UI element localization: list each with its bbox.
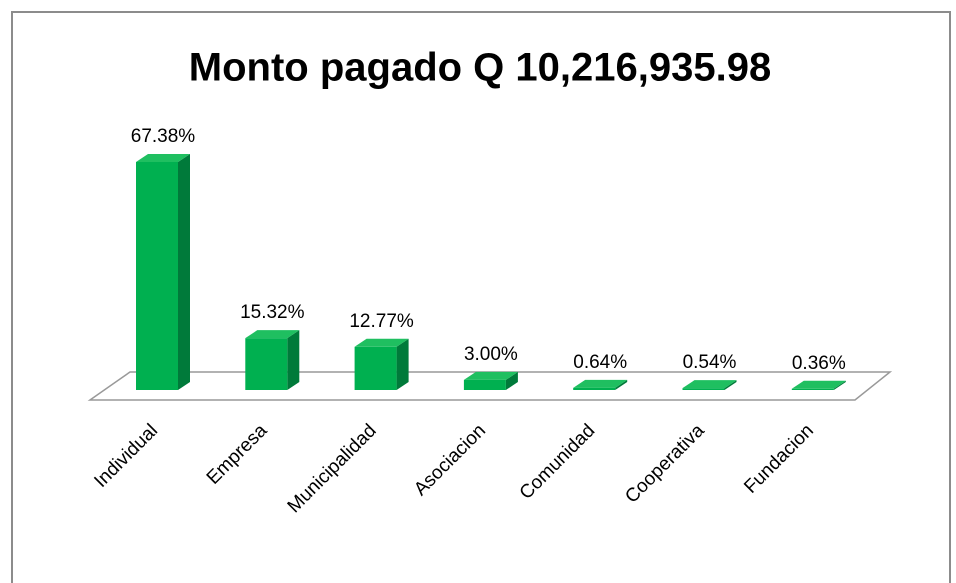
value-label: 67.38% xyxy=(131,126,196,147)
value-label: 12.77% xyxy=(349,311,414,332)
bar xyxy=(463,379,506,390)
chart-frame xyxy=(11,11,951,583)
bar-side xyxy=(505,371,518,390)
chart-title: Monto pagado Q 10,216,935.98 xyxy=(189,46,771,90)
bar-side xyxy=(287,330,300,390)
bar xyxy=(245,338,288,390)
value-label: 15.32% xyxy=(240,302,305,323)
bar-top xyxy=(463,371,518,380)
bar xyxy=(682,388,725,390)
bar xyxy=(791,388,834,390)
bar xyxy=(136,162,178,390)
bar xyxy=(354,346,397,390)
bar-side xyxy=(615,379,628,390)
bar-top xyxy=(136,154,190,162)
value-label: 0.36% xyxy=(792,353,846,374)
bar-top xyxy=(682,380,737,389)
bar-top xyxy=(354,338,409,347)
bar-side xyxy=(178,154,190,390)
bar-side xyxy=(833,380,846,390)
bar xyxy=(573,387,616,390)
value-label: 3.00% xyxy=(464,344,518,365)
bar-side xyxy=(396,338,409,390)
value-label: 0.54% xyxy=(683,352,737,373)
bar-top xyxy=(245,330,300,339)
bar-top xyxy=(573,379,628,388)
bar-top xyxy=(791,380,846,389)
bar-side xyxy=(724,380,737,390)
value-label: 0.64% xyxy=(573,352,627,373)
